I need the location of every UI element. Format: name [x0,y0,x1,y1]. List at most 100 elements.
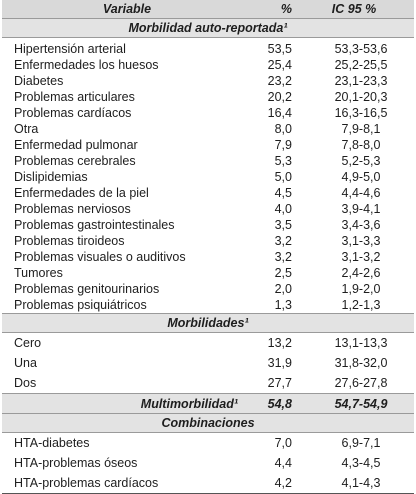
table-row: HTA-problemas óseos 4,4 4,3-4,5 [2,453,414,473]
row-label: Otra [14,122,39,136]
row-label: Problemas gastrointestinales [14,218,175,232]
row-label: Dislipidemias [14,170,88,184]
row-percent: 4,2 [252,473,294,494]
row-percent: 3,2 [274,250,292,264]
row-percent: 23,2 [267,74,292,88]
row-ci: 53,3-53,6 [334,42,388,56]
row-percent: 8,0 [274,122,292,136]
row-label: Problemas psiquiátricos [14,298,147,312]
row-label: Una [14,356,37,370]
section-header-morbidities: Morbilidades¹ [2,313,414,333]
row-percent: 16,4 [267,106,292,120]
row-ci: 31,8-32,0 [334,356,388,370]
section-title: Morbilidades¹ [2,313,414,333]
section-header-self-reported: Morbilidad auto-reportada¹ [2,18,414,38]
row-label: Diabetes [14,74,64,88]
row-percent: 25,4 [267,58,292,72]
table-row: Enfermedades los huesos 25,4 25,2-25,5 [2,57,414,73]
table-row: Dos 27,7 27,6-27,8 [2,373,414,394]
row-label: Enfermedad pulmonar [14,138,138,152]
row-ci: 7,8-8,0 [341,138,381,152]
row-label: Hipertensión arterial [14,42,126,56]
table-row: Enfermedad pulmonar 7,9 7,8-8,0 [2,137,414,153]
row-label: Cero [14,336,42,350]
row-label: Problemas articulares [14,90,135,104]
row-percent: 53,5 [267,42,292,56]
row-ci: 3,1-3,2 [341,250,381,264]
row-ci: 27,6-27,8 [334,376,388,390]
section-title: Morbilidad auto-reportada¹ [2,18,414,38]
row-label: Enfermedades los huesos [14,58,159,72]
row-ci: 4,1-4,3 [294,473,414,494]
row-ci: 4,4-4,6 [341,186,381,200]
row-percent: 7,0 [274,436,292,450]
row-ci: 13,1-13,3 [334,336,388,350]
row-ci: 25,2-25,5 [334,58,388,72]
row-label: Dos [14,376,37,390]
row-label: Problemas genitourinarios [14,282,160,296]
row-label: Problemas cardíacos [14,106,132,120]
section-header-combinations: Combinaciones [2,413,414,433]
row-ci: 4,3-4,5 [341,456,381,470]
row-ci: 5,2-5,3 [341,154,381,168]
row-label: Problemas tiroideos [14,234,125,248]
row-ci: 1,9-2,0 [341,282,381,296]
table-row: Problemas genitourinarios 2,0 1,9-2,0 [2,281,414,297]
row-percent: 3,5 [274,218,292,232]
row-ci: 1,2-1,3 [341,298,381,312]
row-label: Problemas visuales o auditivos [14,250,186,264]
multimorbidity-label: Multimorbilidad¹ [2,393,252,414]
row-ci: 23,1-23,3 [334,74,388,88]
row-label: HTA-problemas óseos [14,456,138,470]
table-row: Problemas cardíacos 16,4 16,3-16,5 [2,105,414,121]
row-label: HTA-problemas cardíacos [2,473,252,494]
multimorbidity-percent: 54,8 [252,393,294,414]
row-percent: 4,0 [274,202,292,216]
table-row: Problemas cerebrales 5,3 5,2-5,3 [2,153,414,169]
row-percent: 1,3 [274,298,292,312]
row-ci: 7,9-8,1 [341,122,381,136]
table-row: Otra 8,0 7,9-8,1 [2,121,414,137]
row-ci: 2,4-2,6 [341,266,381,280]
row-ci: 6,9-7,1 [341,436,381,450]
header-variable: Variable [2,0,252,19]
table-row: Dislipidemias 5,0 4,9-5,0 [2,169,414,185]
row-ci: 3,1-3,3 [341,234,381,248]
table-header-row: Variable % IC 95 % [2,0,414,19]
row-percent: 13,2 [267,336,292,350]
table-row: Tumores 2,5 2,4-2,6 [2,265,414,281]
table-row: Cero 13,2 13,1-13,3 [2,333,414,354]
table-row: Una 31,9 31,8-32,0 [2,353,414,373]
row-percent: 5,0 [274,170,292,184]
row-percent: 2,0 [274,282,292,296]
row-label: Tumores [14,266,63,280]
row-ci: 3,9-4,1 [341,202,381,216]
table-row: Problemas tiroideos 3,2 3,1-3,3 [2,233,414,249]
row-label: Problemas nerviosos [14,202,131,216]
row-label: Problemas cerebrales [14,154,136,168]
table-row: Problemas gastrointestinales 3,5 3,4-3,6 [2,217,414,233]
row-ci: 4,9-5,0 [341,170,381,184]
table-row: HTA-diabetes 7,0 6,9-7,1 [2,433,414,454]
table-row: Problemas visuales o auditivos 3,2 3,1-3,2 [2,249,414,265]
table-row: Problemas articulares 20,2 20,1-20,3 [2,89,414,105]
table-row: Diabetes 23,2 23,1-23,3 [2,73,414,89]
table-row: Hipertensión arterial 53,5 53,3-53,6 [2,38,414,58]
row-percent: 5,3 [274,154,292,168]
row-percent: 2,5 [274,266,292,280]
table-row: Problemas nerviosos 4,0 3,9-4,1 [2,201,414,217]
header-percent: % [252,0,294,19]
multimorbidity-ci: 54,7-54,9 [294,393,414,414]
row-ci: 3,4-3,6 [341,218,381,232]
row-ci: 16,3-16,5 [334,106,388,120]
table-row: HTA-problemas cardíacos 4,2 4,1-4,3 [2,473,414,494]
header-confidence-interval: IC 95 % [294,0,414,19]
row-percent: 20,2 [267,90,292,104]
table-row: Enfermedades de la piel 4,5 4,4-4,6 [2,185,414,201]
row-percent: 31,9 [267,356,292,370]
row-percent: 27,7 [267,376,292,390]
multimorbidity-row: Multimorbilidad¹ 54,8 54,7-54,9 [2,393,414,414]
row-label: HTA-diabetes [14,436,90,450]
